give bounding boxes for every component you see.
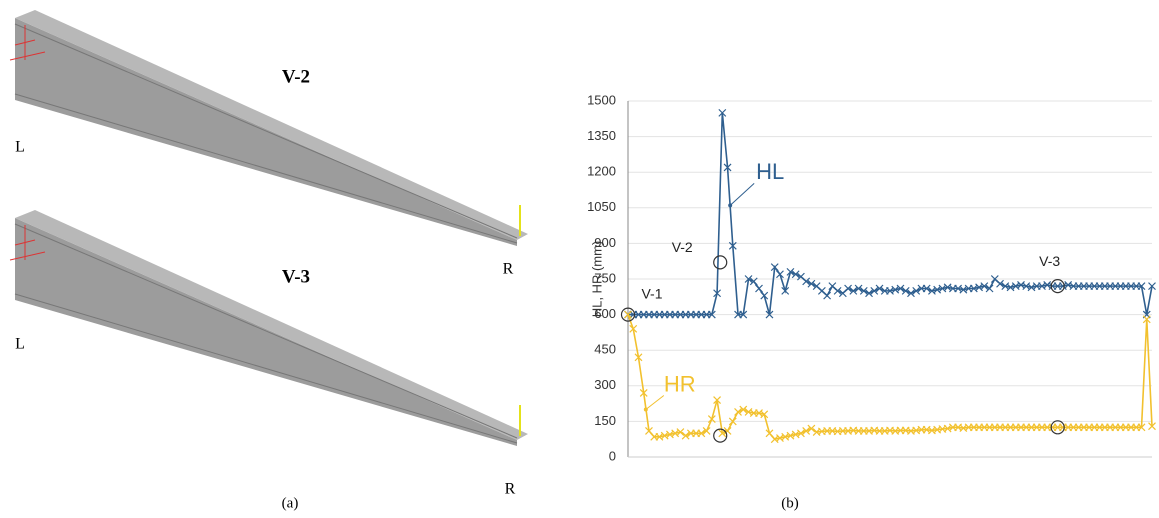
data-point — [756, 285, 763, 292]
y-tick-label: 150 — [594, 413, 616, 428]
end-label: R — [505, 481, 516, 498]
y-tick-label: 900 — [594, 235, 616, 250]
caption: (a) — [282, 495, 299, 511]
beam-label: V-2 — [282, 66, 310, 87]
y-tick-label: 1500 — [587, 92, 616, 107]
figure: V-2 L R V-3 L R (a) (b) HL, HR (mm) 0150… — [0, 0, 1159, 518]
beam-top — [15, 10, 528, 240]
beam-top — [15, 210, 528, 440]
annotation: V-3 — [1039, 253, 1060, 269]
y-tick-label: 1350 — [587, 128, 616, 143]
leader-line — [646, 396, 664, 410]
beam-side — [15, 218, 517, 446]
beam — [10, 210, 528, 446]
beam-label: V-3 — [282, 266, 310, 287]
data-point — [824, 292, 831, 299]
series-label: HL — [756, 159, 784, 184]
series-label: HR — [664, 371, 696, 396]
end-label: L — [15, 139, 25, 156]
caption: (b) — [781, 495, 799, 511]
beam — [10, 10, 528, 246]
beam-edge — [15, 224, 517, 438]
series-line — [628, 113, 1152, 315]
beam-side — [15, 18, 517, 246]
leader-line — [730, 183, 754, 205]
y-tick-label: 450 — [594, 342, 616, 357]
annotation: V-2 — [672, 239, 693, 255]
chart: 0 150 300 450 600 750 900 1050 1200 1350 1500 V-1 V-… — [587, 92, 1155, 463]
y-tick-label: 1050 — [587, 199, 616, 214]
y-tick-label: 0 — [609, 448, 616, 463]
marker-circle — [714, 256, 727, 269]
beam-edge — [15, 24, 517, 238]
y-tick-label: 750 — [594, 270, 616, 285]
y-tick-label: 300 — [594, 377, 616, 392]
end-label: R — [503, 261, 514, 278]
y-tick-label: 1200 — [587, 164, 616, 179]
annotation: V-1 — [641, 285, 662, 301]
y-tick-label: 600 — [594, 306, 616, 321]
end-label: L — [15, 336, 25, 353]
series-line — [628, 315, 1152, 440]
